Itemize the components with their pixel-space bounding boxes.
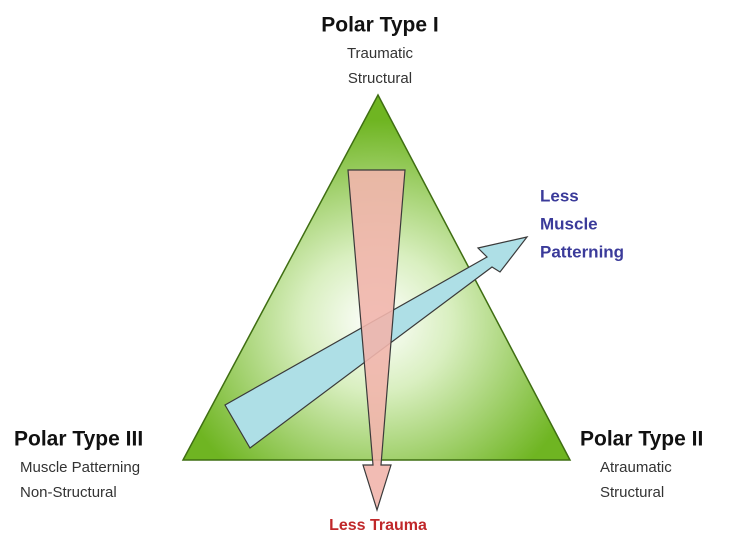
pole-line: Muscle Patterning [20, 459, 140, 476]
arrow-label: Patterning [540, 242, 624, 261]
pole-line: Traumatic [347, 45, 414, 62]
pole-line: Atraumatic [600, 459, 672, 476]
trauma-arrow [347, 169, 406, 513]
arrow-label: Less [540, 186, 579, 205]
pole-title: Polar Type III [14, 428, 143, 451]
arrow-label: Muscle [540, 214, 598, 233]
pole-title: Polar Type II [580, 428, 703, 451]
pole-line: Non-Structural [20, 484, 117, 501]
pole-line: Structural [348, 70, 412, 87]
pole-line: Structural [600, 484, 664, 501]
pole-title: Polar Type I [321, 14, 438, 37]
arrow-label: Less Trauma [329, 517, 427, 534]
